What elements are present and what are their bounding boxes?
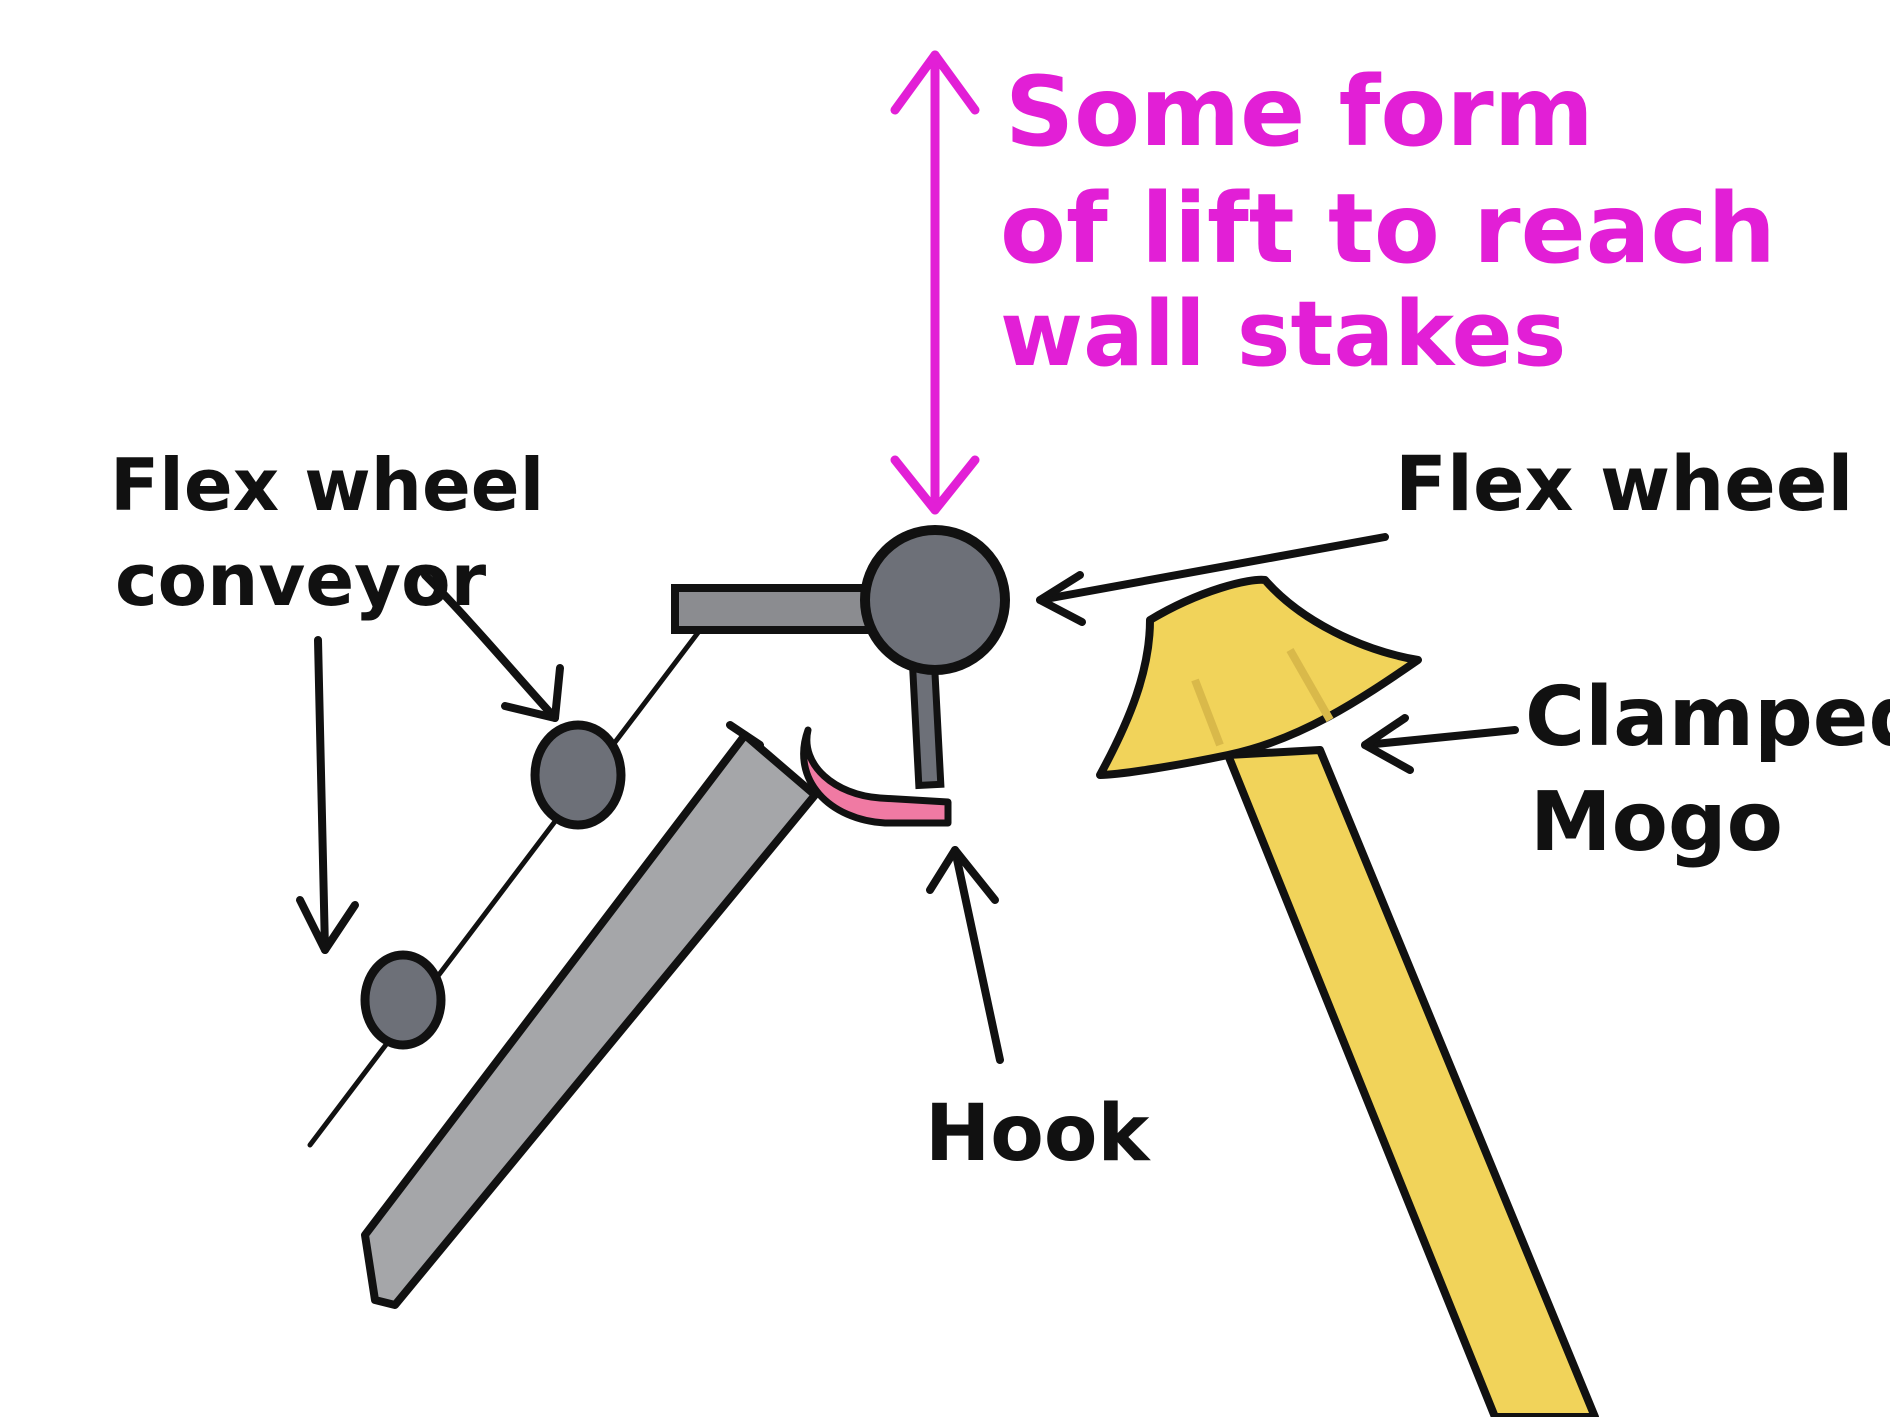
clamped-mogo-label-line-1: Clamped bbox=[1525, 670, 1890, 765]
conveyor-rail bbox=[307, 627, 703, 1148]
mogo-shade-2 bbox=[1286, 648, 1334, 722]
flex-wheel-label: Flex wheel bbox=[1395, 439, 1853, 528]
arrow-conveyor-lower bbox=[314, 636, 329, 954]
lift-double-arrow bbox=[890, 50, 980, 515]
conveyor-wheel-lower bbox=[360, 950, 446, 1050]
lift-label-line-2: of lift to reach bbox=[1000, 173, 1776, 285]
arrow-clamped-mogo bbox=[1361, 726, 1519, 749]
hook bbox=[800, 726, 952, 827]
arrow-hook bbox=[951, 846, 1004, 1064]
clamped-mogo-label-line-2: Mogo bbox=[1530, 775, 1783, 870]
mogo-base bbox=[1096, 575, 1422, 779]
lift-label-line-1: Some form bbox=[1005, 56, 1594, 168]
top-flex-wheel bbox=[860, 525, 1010, 675]
conveyor-wheel-upper bbox=[530, 720, 626, 830]
lift-label: Some form of lift to reach wall stakes bbox=[1000, 56, 1776, 387]
pointer-arrows bbox=[296, 533, 1519, 1064]
arrow-flex-wheel bbox=[1036, 533, 1389, 604]
robot-arm-edge bbox=[726, 721, 764, 749]
mogo-shade bbox=[1191, 678, 1224, 747]
conveyor-label-line-1: Flex wheel bbox=[110, 443, 544, 527]
lift-label-line-3: wall stakes bbox=[1000, 282, 1566, 387]
arrow-conveyor-upper bbox=[421, 571, 559, 722]
clamped-mogo bbox=[1096, 575, 1599, 1417]
conveyor-label-line-2: conveyor bbox=[115, 538, 487, 622]
robot-arm bbox=[361, 731, 819, 1309]
hook-label: Hook bbox=[925, 1089, 1151, 1179]
mogo-pole bbox=[1224, 746, 1599, 1417]
